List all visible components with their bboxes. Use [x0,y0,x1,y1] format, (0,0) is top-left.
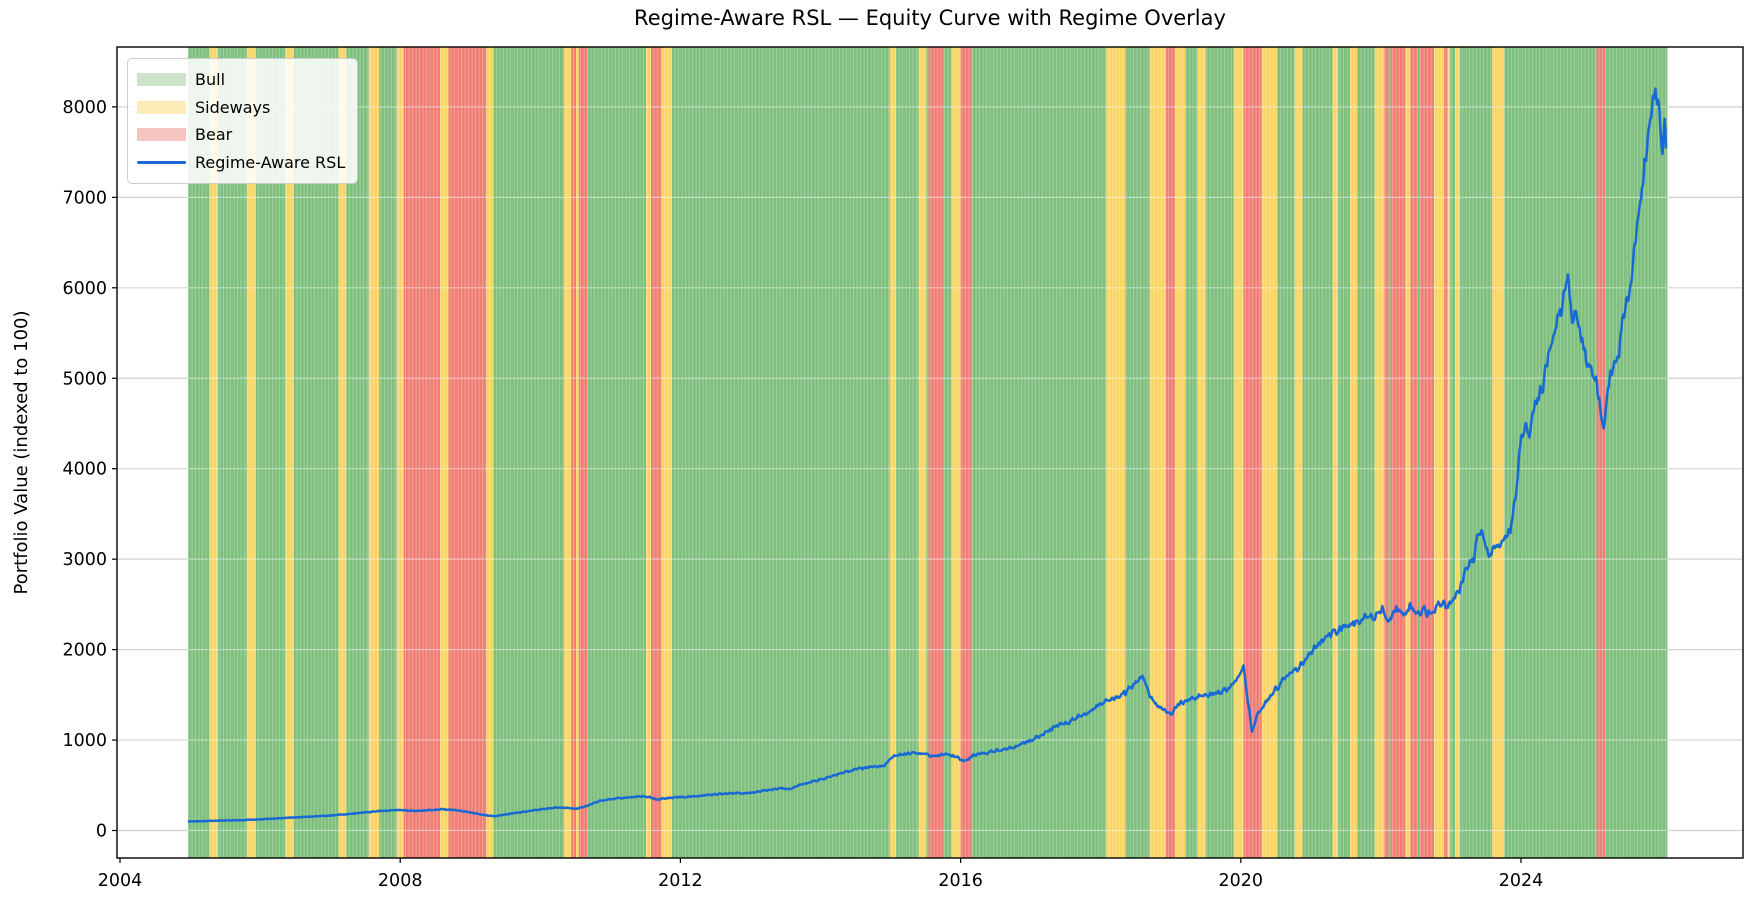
y-axis-label: Portfolio Value (indexed to 100) [11,310,32,594]
legend-item: Bull [137,66,345,94]
x-tick-label: 2008 [378,871,423,891]
legend-item: Bear [137,121,345,149]
y-tick-label: 6000 [62,279,107,299]
legend-swatch-bull [137,73,186,87]
legend: Bull Sideways Bear Regime-Aware RSL [127,58,359,184]
legend-label: Regime-Aware RSL [195,152,346,172]
y-tick-label: 2000 [62,641,107,661]
legend-label: Sideways [195,97,271,117]
y-tick-label: 5000 [62,369,107,389]
y-tick-label: 1000 [62,731,107,751]
y-tick-label: 8000 [62,98,107,118]
band-texture [187,47,1668,858]
legend-item: Sideways [137,94,345,122]
chart-title: Regime-Aware RSL — Equity Curve with Reg… [634,6,1226,30]
legend-swatch-bear [137,128,186,142]
legend-swatch-sideways [137,100,186,114]
x-tick-label: 2012 [658,871,703,891]
x-tick-label: 2016 [938,871,983,891]
legend-label: Bull [195,70,226,90]
legend-swatch-regime-aware-rsl [137,160,186,164]
x-tick-label: 2004 [98,871,143,891]
y-tick-label: 0 [96,822,107,842]
plot-area [116,46,1744,859]
legend-label: Bear [195,125,233,145]
y-tick-label: 7000 [62,188,107,208]
legend-item: Regime-Aware RSL [137,149,345,177]
x-tick-label: 2020 [1219,871,1264,891]
x-tick-label: 2024 [1499,871,1544,891]
y-tick-label: 4000 [62,460,107,480]
equity-curve-line [187,87,1668,823]
y-tick-label: 3000 [62,550,107,570]
